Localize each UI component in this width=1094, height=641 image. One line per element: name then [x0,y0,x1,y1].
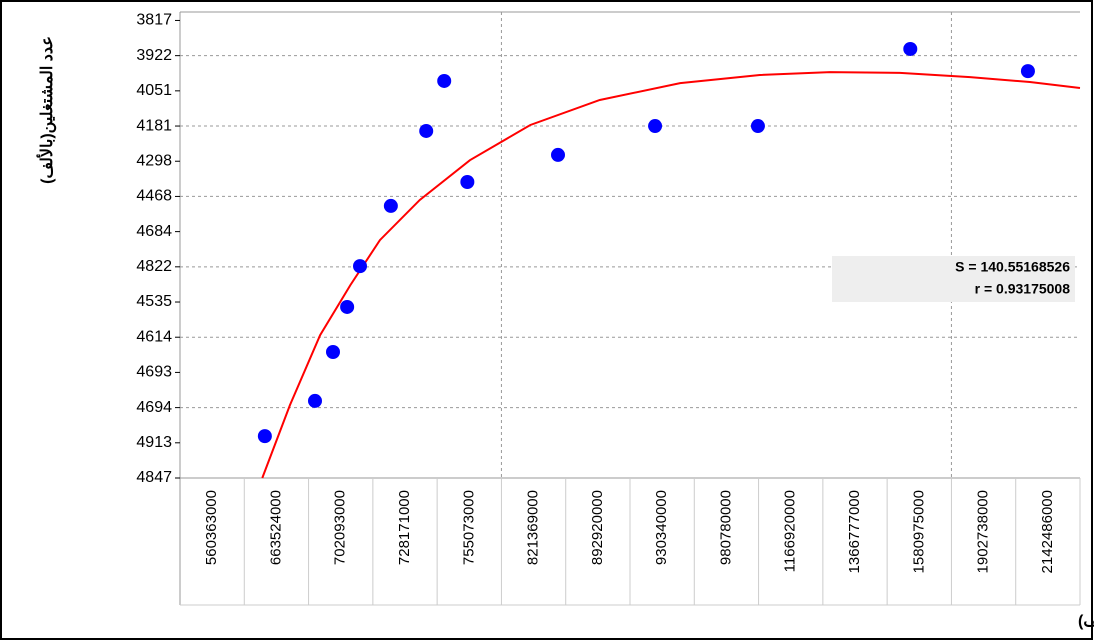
y-tick-label: 4051 [136,82,172,99]
y-tick-label: 4822 [136,258,172,275]
point [383,198,398,213]
y-axis-title: عدد المشتغلين(بالألف) [36,36,57,184]
y-tick-label: 4614 [136,328,172,345]
x-tick-label: 702093000 [332,490,349,565]
y-tick-label: 4298 [136,152,172,169]
point [460,174,475,189]
x-axis-title: حجم الدخل القومي(بالألف) [1078,610,1094,631]
x-tick-label: 560363000 [203,490,220,565]
x-tick-label: 663524000 [267,490,284,565]
x-tick-label: 1166920000 [782,490,799,572]
x-tick-label: 1902738000 [975,490,992,573]
fit-line [261,71,1081,479]
point [419,123,434,138]
x-tick-label: 1366777000 [846,490,863,573]
point [340,299,355,314]
point [308,393,322,408]
point [326,344,340,359]
annotation: r = 0.93175008 [975,281,1071,297]
point [903,41,918,56]
x-tick-label: 930340000 [653,490,670,565]
y-tick-label: 4468 [136,188,172,205]
x-tick-label: 728171000 [396,490,413,565]
x-tick-label: 755073000 [460,490,477,565]
x-tick-label: 892920000 [589,490,606,565]
y-tick-label: 3922 [136,47,172,64]
x-tick-label: 2142486000 [1039,490,1056,573]
y-tick-label: 4684 [136,223,172,240]
point [551,147,565,162]
y-tick-label: 4847 [136,469,172,486]
x-tick-label: 821369000 [525,490,542,565]
y-tick-label: 4694 [136,399,172,416]
annotation: S = 140.55168526 [955,259,1070,275]
x-tick-label: 1580975000 [910,490,927,573]
point [1020,64,1035,79]
y-tick-label: 3817 [136,12,172,29]
x-tick-label: 980780000 [717,490,734,565]
point [257,429,272,444]
point [437,73,452,88]
point [353,259,367,274]
y-tick-label: 4693 [136,364,172,381]
point [648,119,663,134]
stats-box [832,256,1075,302]
point [750,119,765,134]
y-tick-label: 4913 [136,434,172,451]
y-tick-label: 4535 [136,293,172,310]
y-tick-label: 4181 [136,117,172,134]
